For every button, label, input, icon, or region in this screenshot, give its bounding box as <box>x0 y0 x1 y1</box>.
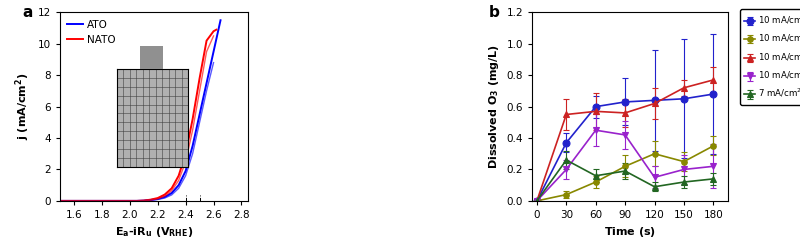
NATO <box>209 30 218 33</box>
NATO <box>194 77 204 80</box>
Legend: 10 mA/cm$^2$; PBS, 10 mA/cm$^2$, PBS w/ $\mathit{Synechococcus}$, 10 mA/cm$^2$; : 10 mA/cm$^2$; PBS, 10 mA/cm$^2$, PBS w/ … <box>740 9 800 105</box>
Text: a: a <box>22 5 33 20</box>
NATO <box>160 193 170 196</box>
ATO <box>55 199 65 202</box>
ATO <box>132 199 142 202</box>
NATO <box>139 199 149 202</box>
ATO <box>174 184 183 187</box>
NATO <box>55 199 65 202</box>
Y-axis label: $\mathbf{Dissolved\ O_3\ (mg/L)}$: $\mathbf{Dissolved\ O_3\ (mg/L)}$ <box>486 44 501 169</box>
X-axis label: $\mathbf{Time\ (s)}$: $\mathbf{Time\ (s)}$ <box>604 225 656 240</box>
NATO <box>202 39 211 42</box>
ATO <box>160 195 170 198</box>
NATO <box>188 118 198 121</box>
ATO <box>139 199 149 202</box>
NATO <box>211 28 221 31</box>
Line: ATO: ATO <box>60 20 221 201</box>
ATO <box>202 82 211 85</box>
Line: NATO: NATO <box>60 30 216 201</box>
ATO <box>167 191 177 194</box>
Y-axis label: $\mathbf{j}$ $\mathbf{(mA/cm^2)}$: $\mathbf{j}$ $\mathbf{(mA/cm^2)}$ <box>14 73 32 140</box>
X-axis label: $\mathbf{E_a}$-i$\mathbf{R_u}$ ($\mathbf{V_{RHE}}$): $\mathbf{E_a}$-i$\mathbf{R_u}$ ($\mathbf… <box>115 225 194 240</box>
ATO <box>194 113 204 116</box>
NATO <box>153 197 162 200</box>
NATO <box>111 199 121 202</box>
NATO <box>167 187 177 190</box>
Legend: ATO, NATO: ATO, NATO <box>66 18 118 47</box>
ATO <box>125 199 134 202</box>
ATO <box>216 19 226 22</box>
NATO <box>146 198 155 201</box>
Text: b: b <box>489 5 500 20</box>
NATO <box>125 199 134 202</box>
ATO <box>111 199 121 202</box>
ATO <box>209 50 218 53</box>
ATO <box>181 170 190 173</box>
NATO <box>181 152 190 155</box>
ATO <box>188 144 198 147</box>
ATO <box>146 198 155 201</box>
NATO <box>132 199 142 202</box>
NATO <box>174 174 183 177</box>
ATO <box>153 197 162 200</box>
